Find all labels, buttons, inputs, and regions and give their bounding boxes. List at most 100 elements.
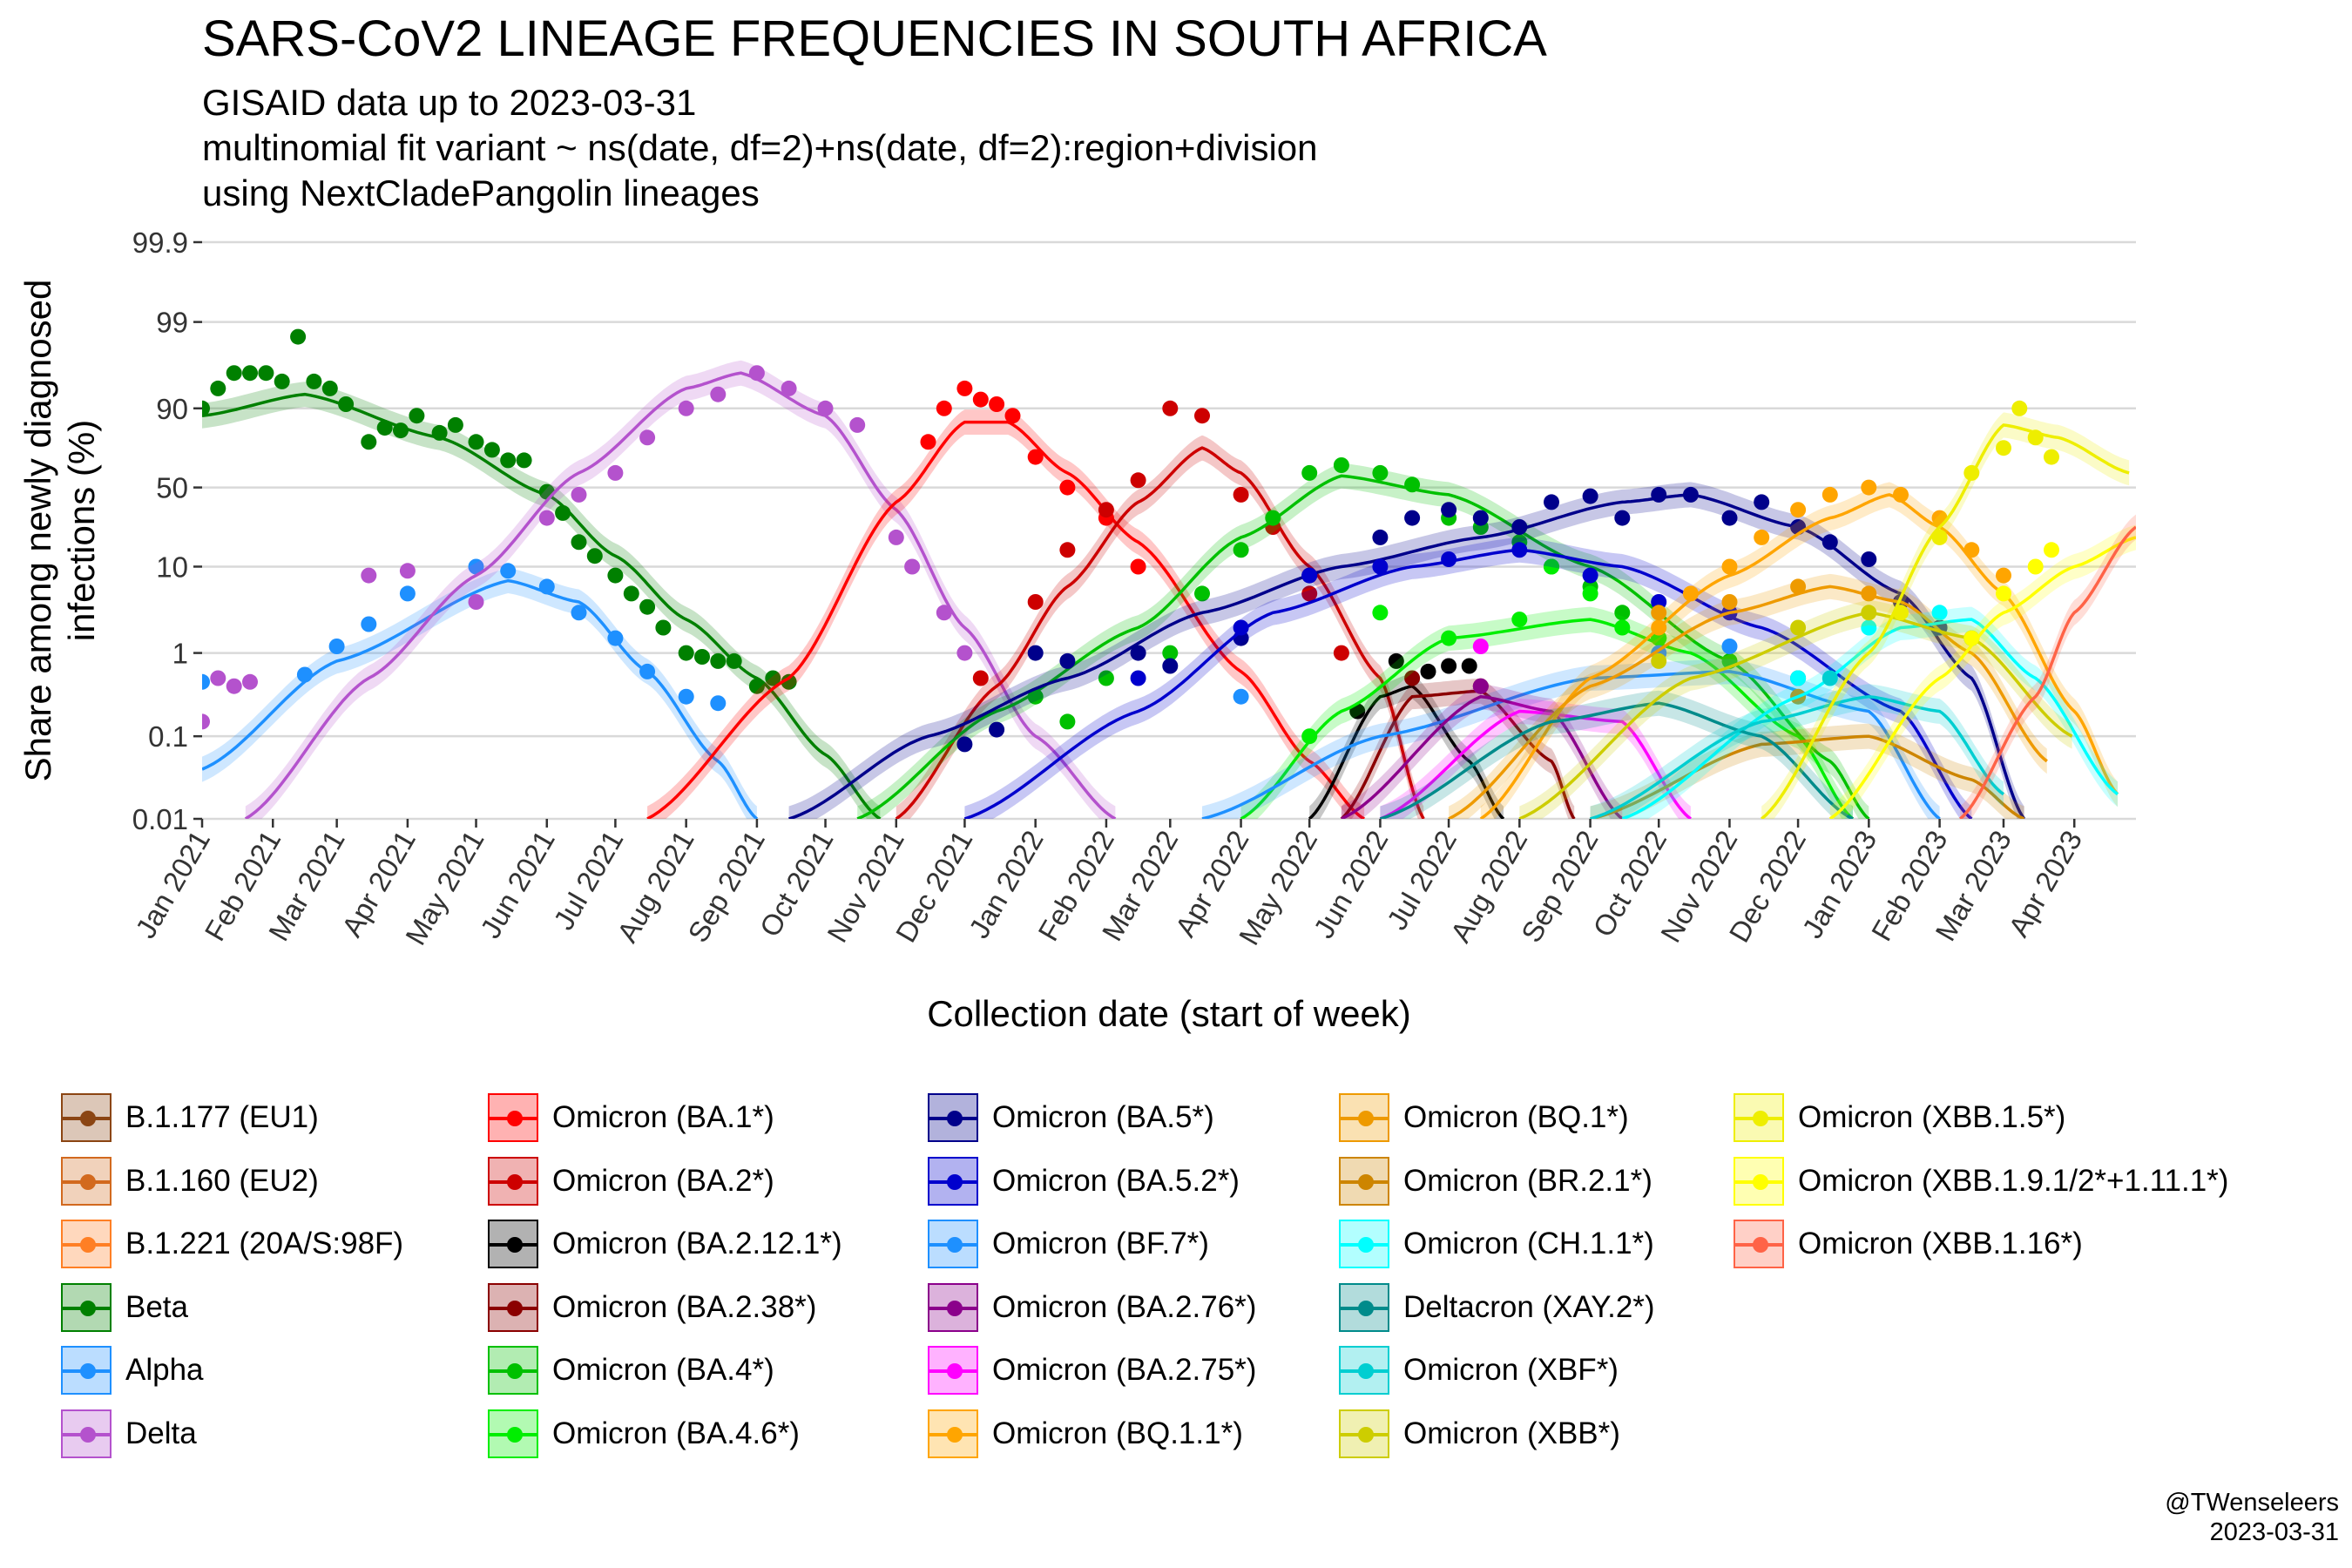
data-point <box>210 670 226 686</box>
legend-key-dot <box>1358 1426 1374 1443</box>
series-omicron-xbb <box>1518 599 2073 819</box>
data-point <box>1265 510 1281 526</box>
data-point <box>1233 619 1249 636</box>
legend-key-dot <box>80 1111 96 1126</box>
chart-subtitle-line-2: multinomial fit variant ~ ns(date, df=2)… <box>202 127 1318 168</box>
legend-key-dot <box>1753 1111 1768 1126</box>
data-point <box>1027 645 1044 661</box>
y-tick-label: 0.01 <box>132 803 188 835</box>
data-point <box>1333 645 1349 661</box>
data-point <box>1233 486 1249 503</box>
data-point <box>1441 502 1457 518</box>
data-point <box>1372 529 1389 545</box>
legend-label: Omicron (XBB*) <box>1403 1416 1620 1450</box>
legend-key <box>928 1093 978 1142</box>
legend-key <box>1339 1156 1389 1206</box>
legend-key-dot <box>1358 1173 1374 1190</box>
y-tick-label: 1 <box>172 638 188 670</box>
data-point <box>538 578 555 595</box>
data-point <box>1861 619 1877 636</box>
legend-key <box>61 1409 112 1458</box>
data-point <box>431 424 448 441</box>
data-point <box>393 422 409 439</box>
data-point <box>1130 645 1146 661</box>
data-point <box>1472 639 1489 654</box>
data-point <box>409 408 425 424</box>
data-point <box>1511 612 1528 628</box>
series-delta <box>202 360 1117 819</box>
data-point <box>1861 605 1877 621</box>
legend-key <box>61 1346 112 1395</box>
data-point <box>1790 502 1807 518</box>
legend-key <box>488 1346 538 1395</box>
data-point <box>1301 464 1318 481</box>
data-point <box>678 688 694 705</box>
fit-line <box>1590 734 2025 819</box>
data-point <box>607 567 624 584</box>
fit-line <box>1959 525 2136 819</box>
legend-key <box>928 1346 978 1395</box>
data-point <box>1004 408 1021 424</box>
data-point <box>1472 510 1489 526</box>
data-point <box>678 400 694 416</box>
legend-key <box>1339 1220 1389 1268</box>
data-point <box>516 452 532 469</box>
data-point <box>2011 400 2028 416</box>
data-point <box>956 380 973 396</box>
data-point <box>639 429 656 446</box>
chart-subtitle-line-1: GISAID data up to 2023-03-31 <box>202 82 697 123</box>
data-point <box>468 434 484 450</box>
data-point <box>361 434 377 450</box>
data-point <box>2044 542 2059 558</box>
data-point <box>1821 534 1838 551</box>
data-point <box>210 380 226 396</box>
legend-key-dot <box>1358 1300 1374 1316</box>
data-point <box>1194 585 1210 602</box>
series-omicron-ba-2 <box>895 400 1425 819</box>
legend-key <box>928 1282 978 1332</box>
fit-line <box>1308 684 1505 819</box>
data-point <box>226 678 242 694</box>
legend-label: Deltacron (XAY.2*) <box>1403 1289 1655 1324</box>
data-point <box>399 585 416 602</box>
data-point <box>1194 408 1210 424</box>
data-point <box>202 673 210 690</box>
legend-key-dot <box>507 1173 523 1190</box>
data-point <box>468 594 484 610</box>
data-point <box>1404 476 1421 493</box>
data-point <box>1893 605 1909 621</box>
data-point <box>258 365 274 382</box>
chart-title: SARS-CoV2 LINEAGE FREQUENCIES IN SOUTH A… <box>202 10 1547 67</box>
data-point <box>1821 486 1838 503</box>
data-point <box>555 504 571 521</box>
confidence-band <box>964 537 1972 819</box>
series-layer <box>202 328 2136 819</box>
series-omicron-ba-5-2 <box>963 537 1973 819</box>
legend-label: B.1.160 (EU2) <box>125 1163 319 1198</box>
data-point <box>1754 494 1770 510</box>
fit-line <box>1828 536 2136 819</box>
y-tick-label: 50 <box>156 472 188 504</box>
data-point <box>2044 449 2059 465</box>
y-axis-title-line-2: infections (%) <box>61 420 102 641</box>
y-tick-label: 0.1 <box>148 720 188 753</box>
y-axis-title-line-1: Share among newly diagnosed <box>17 280 58 782</box>
data-point <box>710 695 727 712</box>
data-point <box>678 645 694 661</box>
legend-label: Omicron (BF.7*) <box>992 1227 1209 1260</box>
legend-key <box>1734 1156 1784 1206</box>
data-point <box>748 365 765 382</box>
data-point <box>1372 605 1389 621</box>
chart-subtitle-line-3: using NextCladePangolin lineages <box>202 172 760 213</box>
series-beta <box>202 328 882 819</box>
data-point <box>1721 510 1738 526</box>
data-point <box>710 386 727 402</box>
legend-key <box>61 1093 112 1142</box>
data-point <box>571 534 587 551</box>
data-point <box>748 678 765 694</box>
fit-line <box>1448 585 2048 819</box>
legend-key <box>1339 1409 1389 1458</box>
data-point <box>1301 728 1318 745</box>
data-point <box>1614 605 1631 621</box>
data-point <box>989 721 1005 738</box>
